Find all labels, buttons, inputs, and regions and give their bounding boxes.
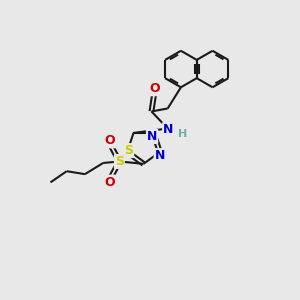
Text: H: H	[178, 129, 188, 139]
Text: O: O	[104, 176, 115, 189]
Text: N: N	[163, 123, 173, 136]
Text: O: O	[149, 82, 160, 95]
Text: N: N	[147, 130, 157, 143]
Text: O: O	[104, 134, 115, 147]
Text: S: S	[115, 155, 124, 168]
Text: S: S	[124, 144, 133, 157]
Text: N: N	[154, 149, 165, 162]
